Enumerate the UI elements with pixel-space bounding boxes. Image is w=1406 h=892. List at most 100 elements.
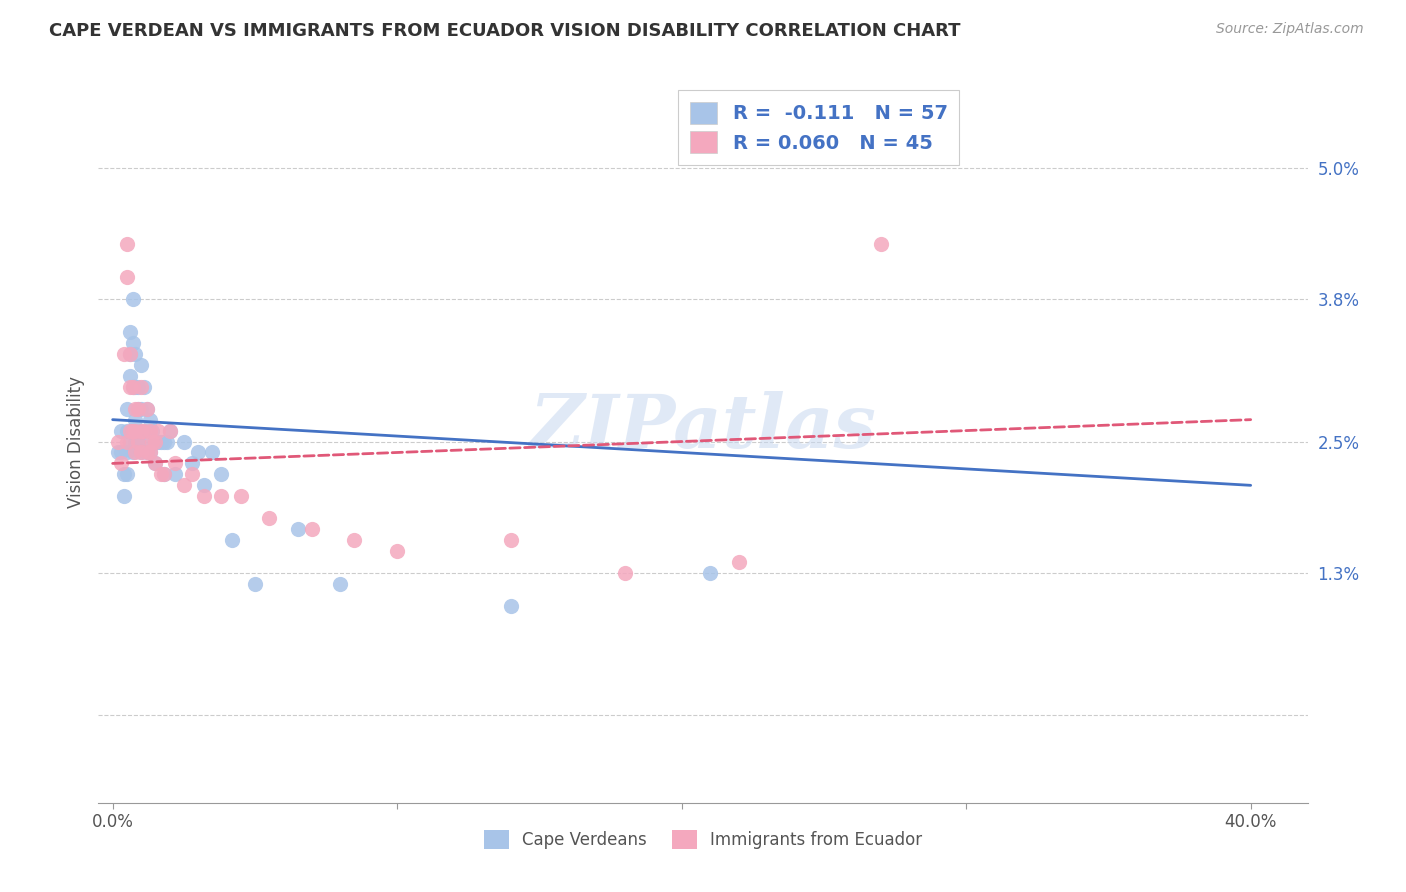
Point xyxy=(135,445,157,459)
Point xyxy=(124,412,146,426)
Text: ZIPatlas: ZIPatlas xyxy=(530,391,876,463)
Point xyxy=(127,434,149,449)
Point xyxy=(699,566,721,580)
Point xyxy=(165,467,187,482)
Point xyxy=(209,467,232,482)
Point xyxy=(118,347,141,361)
Point xyxy=(499,533,522,547)
Point xyxy=(112,467,135,482)
Point xyxy=(153,434,176,449)
Point xyxy=(129,445,152,459)
Point xyxy=(129,424,152,438)
Point xyxy=(115,424,138,438)
Point xyxy=(229,489,252,503)
Point xyxy=(138,445,160,459)
Point xyxy=(138,412,160,426)
Point xyxy=(121,380,143,394)
Point xyxy=(135,401,157,416)
Point xyxy=(124,401,146,416)
Point xyxy=(110,457,132,471)
Point xyxy=(110,424,132,438)
Point xyxy=(869,237,891,252)
Point xyxy=(121,336,143,351)
Point xyxy=(138,424,160,438)
Point xyxy=(150,434,173,449)
Point xyxy=(181,467,204,482)
Point xyxy=(173,434,195,449)
Point xyxy=(121,424,143,438)
Point xyxy=(129,424,152,438)
Point xyxy=(173,478,195,492)
Point xyxy=(115,434,138,449)
Point xyxy=(727,555,749,569)
Point xyxy=(127,380,149,394)
Point xyxy=(124,380,146,394)
Text: Source: ZipAtlas.com: Source: ZipAtlas.com xyxy=(1216,22,1364,37)
Point xyxy=(135,401,157,416)
Point xyxy=(159,424,181,438)
Point xyxy=(127,401,149,416)
Point xyxy=(115,445,138,459)
Point xyxy=(153,467,176,482)
Point xyxy=(243,577,266,591)
Point xyxy=(129,401,152,416)
Point xyxy=(121,380,143,394)
Point xyxy=(146,434,169,449)
Point xyxy=(156,434,179,449)
Point xyxy=(209,489,232,503)
Point xyxy=(112,489,135,503)
Point xyxy=(159,424,181,438)
Point xyxy=(193,489,215,503)
Point xyxy=(181,457,204,471)
Y-axis label: Vision Disability: Vision Disability xyxy=(66,376,84,508)
Point xyxy=(613,566,636,580)
Point xyxy=(499,599,522,613)
Point xyxy=(150,467,173,482)
Point xyxy=(146,424,169,438)
Point xyxy=(132,434,155,449)
Point xyxy=(132,380,155,394)
Point xyxy=(121,292,143,306)
Point xyxy=(343,533,366,547)
Point xyxy=(385,544,408,558)
Point xyxy=(118,434,141,449)
Point xyxy=(301,522,323,536)
Point xyxy=(124,445,146,459)
Point xyxy=(257,511,280,525)
Point xyxy=(121,445,143,459)
Point xyxy=(187,445,209,459)
Point xyxy=(115,401,138,416)
Point xyxy=(127,401,149,416)
Text: CAPE VERDEAN VS IMMIGRANTS FROM ECUADOR VISION DISABILITY CORRELATION CHART: CAPE VERDEAN VS IMMIGRANTS FROM ECUADOR … xyxy=(49,22,960,40)
Point xyxy=(110,445,132,459)
Point xyxy=(112,347,135,361)
Point xyxy=(124,424,146,438)
Point xyxy=(107,445,129,459)
Point xyxy=(118,368,141,383)
Point xyxy=(129,358,152,372)
Point xyxy=(138,445,160,459)
Point xyxy=(115,467,138,482)
Point xyxy=(107,434,129,449)
Point xyxy=(287,522,309,536)
Point xyxy=(118,380,141,394)
Point xyxy=(141,434,163,449)
Point xyxy=(143,434,166,449)
Point xyxy=(118,347,141,361)
Point xyxy=(153,467,176,482)
Point xyxy=(118,424,141,438)
Point xyxy=(115,270,138,285)
Point xyxy=(193,478,215,492)
Point xyxy=(141,424,163,438)
Point xyxy=(143,434,166,449)
Point xyxy=(121,424,143,438)
Point xyxy=(221,533,243,547)
Point xyxy=(143,457,166,471)
Point xyxy=(201,445,224,459)
Point xyxy=(127,434,149,449)
Point xyxy=(124,347,146,361)
Point xyxy=(165,457,187,471)
Point xyxy=(143,457,166,471)
Point xyxy=(329,577,352,591)
Legend: Cape Verdeans, Immigrants from Ecuador: Cape Verdeans, Immigrants from Ecuador xyxy=(477,823,929,856)
